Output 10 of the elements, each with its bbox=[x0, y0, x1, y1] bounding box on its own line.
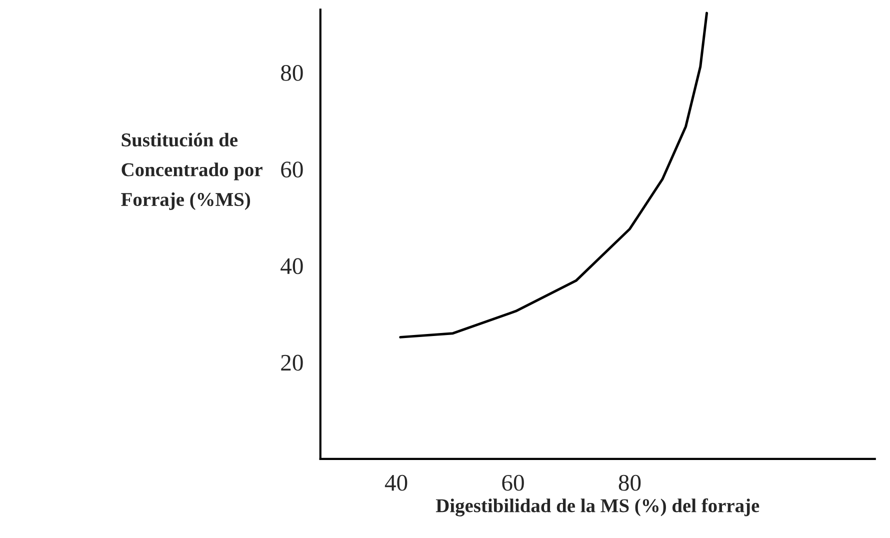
y-axis-title: Sustitución de Concentrado por Forraje (%MS) bbox=[121, 132, 262, 210]
line-series bbox=[399, 12, 708, 338]
x-tick-label: 40 bbox=[384, 474, 408, 491]
x-axis-title: Digestibilidad de la MS (%) del forraje bbox=[436, 498, 760, 516]
x-tick-label: 80 bbox=[618, 474, 641, 491]
y-tick-label: 40 bbox=[280, 258, 303, 274]
y-tick-label: 20 bbox=[281, 354, 303, 371]
y-tick-label: 60 bbox=[281, 162, 303, 178]
x-tick-label: 60 bbox=[502, 474, 524, 491]
y-tick-label: 80 bbox=[281, 64, 303, 81]
